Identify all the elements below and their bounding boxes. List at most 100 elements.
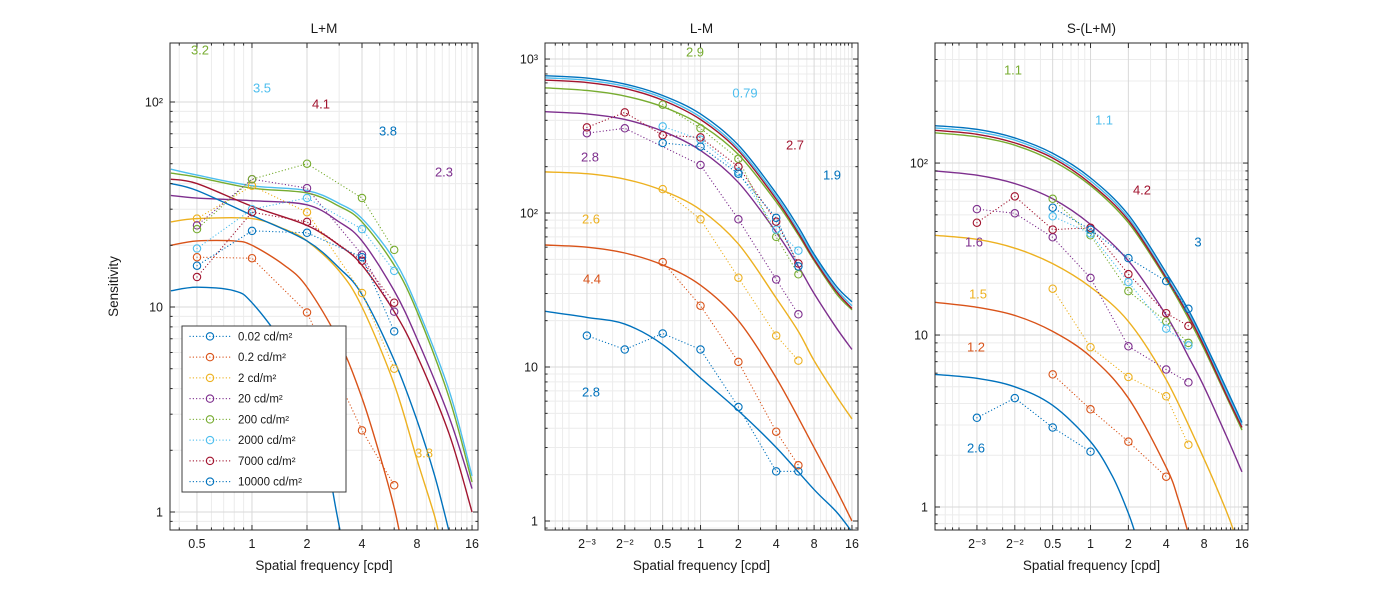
annotations: 1.1 1.1 4.2 3 1.6 1.5 1.2 2.6 — [965, 63, 1202, 456]
annotation-value: 1.1 — [1004, 63, 1022, 78]
data-marker — [794, 262, 803, 271]
data-marker — [389, 245, 399, 255]
data-marker — [1048, 212, 1057, 221]
legend-marker-sample — [205, 477, 215, 486]
legend-marker-sample — [205, 415, 215, 424]
data-marker — [1086, 447, 1095, 456]
panel-l-plus-m: 0.5 1 2 4 8 16 1 10 10² L+M Spatial frequency [cpd… — [106, 21, 479, 573]
legend-marker-sample — [205, 332, 215, 341]
data-marker — [302, 308, 312, 317]
data-marker — [247, 204, 257, 214]
x-tick-label: 2⁻³ — [578, 537, 596, 551]
y-tick-label: 10² — [520, 207, 538, 221]
x-axis-label: Spatial frequency [cpd] — [255, 558, 392, 573]
data-marker — [794, 467, 803, 476]
data-marker — [794, 246, 803, 255]
plot-area — [545, 74, 853, 530]
data-marker — [1086, 225, 1095, 234]
x-tick-label: 0.5 — [654, 537, 671, 551]
legend-item: 20 cd/m² — [189, 394, 283, 406]
data-marker — [794, 461, 803, 470]
data-marker — [972, 218, 982, 227]
curve-2-cd-m- — [545, 171, 853, 420]
annotation-value: 3 — [1194, 235, 1201, 250]
data-marker — [696, 345, 705, 354]
y-tick-label: 10 — [524, 361, 538, 375]
data-marker — [582, 128, 592, 138]
data-marker — [658, 257, 667, 267]
curve-2000-cd-m- — [170, 168, 473, 477]
data-marker — [1086, 273, 1095, 283]
data-marker — [357, 426, 367, 435]
legend-label: 0.02 cd/m² — [238, 331, 292, 343]
x-tick-label: 2 — [735, 537, 742, 551]
data-marker — [357, 193, 367, 203]
legend-label: 200 cd/m² — [238, 414, 289, 426]
curve-0-02-cd-m- — [935, 373, 1135, 530]
annotation-value: 1.9 — [823, 168, 841, 183]
data-marker — [1124, 286, 1133, 296]
data-marker — [734, 402, 743, 412]
annotation-value: 4.4 — [583, 272, 601, 287]
x-tick-label: 2⁻² — [616, 537, 634, 551]
curve-0-2-cd-m- — [170, 239, 400, 530]
x-tick-label: 16 — [845, 537, 859, 551]
data-marker — [794, 356, 803, 365]
y-tick-label: 10³ — [520, 53, 538, 67]
data-marker — [389, 266, 399, 276]
legend-item: 7000 cd/m² — [189, 456, 296, 468]
series-2-cd-m- — [192, 181, 399, 373]
x-tick-label: 16 — [1235, 537, 1249, 551]
data-marker — [734, 215, 743, 224]
y-tick-label: 10 — [914, 329, 928, 343]
curve-20-cd-m- — [545, 110, 853, 350]
x-tick-label: 4 — [359, 537, 366, 551]
data-marker — [771, 467, 781, 476]
data-marker — [1124, 253, 1133, 263]
data-marker — [658, 138, 667, 148]
legend-item: 200 cd/m² — [189, 414, 289, 426]
data-marker — [302, 207, 312, 217]
x-tick-label: 0.5 — [1044, 537, 1061, 551]
data-marker — [1124, 372, 1133, 382]
curve-2000-cd-m- — [545, 77, 853, 307]
legend-marker-sample — [205, 435, 215, 445]
curve-2-cd-m- — [935, 234, 1235, 530]
annotation-value: 2.9 — [686, 45, 704, 60]
grid — [545, 43, 858, 530]
tick-labels: 2⁻³ 2⁻² 0.5 1 2 4 8 16 1 10 10² 10³ — [520, 53, 859, 551]
series-0-2-cd-m- — [1048, 370, 1171, 481]
data-marker — [192, 252, 202, 262]
legend-label: 7000 cd/m² — [238, 456, 296, 468]
data-marker — [192, 244, 202, 253]
curve-7000-cd-m- — [170, 178, 473, 513]
data-marker — [1048, 284, 1057, 293]
series-0-2-cd-m- — [192, 252, 399, 490]
grid — [935, 43, 1248, 530]
y-tick-label: 1 — [531, 514, 538, 528]
data-marker — [357, 224, 367, 234]
y-axis-label: Sensitivity — [106, 256, 121, 317]
annotation-value: 4.2 — [1133, 183, 1151, 198]
data-marker — [302, 159, 312, 168]
data-marker — [247, 207, 257, 217]
curve-0-2-cd-m- — [935, 301, 1189, 530]
data-marker — [734, 273, 743, 282]
y-tick-label: 1 — [921, 501, 928, 515]
legend-item: 0.2 cd/m² — [189, 352, 286, 364]
data-marker — [302, 193, 312, 203]
data-marker — [302, 228, 312, 238]
curve-0-2-cd-m- — [545, 244, 853, 522]
annotations: 3.2 3.5 4.1 3.8 2.3 3.8 — [191, 43, 453, 461]
legend-item: 10000 cd/m² — [189, 477, 302, 489]
curve-200-cd-m- — [545, 87, 853, 311]
data-marker — [1184, 338, 1193, 348]
data-marker — [1161, 472, 1171, 481]
data-marker — [247, 181, 257, 191]
data-marker — [1161, 392, 1171, 401]
data-marker — [696, 142, 705, 151]
annotation-value: 4.1 — [312, 97, 330, 112]
x-axis-label: Spatial frequency [cpd] — [633, 558, 770, 573]
annotation-value: 3.8 — [379, 124, 397, 139]
